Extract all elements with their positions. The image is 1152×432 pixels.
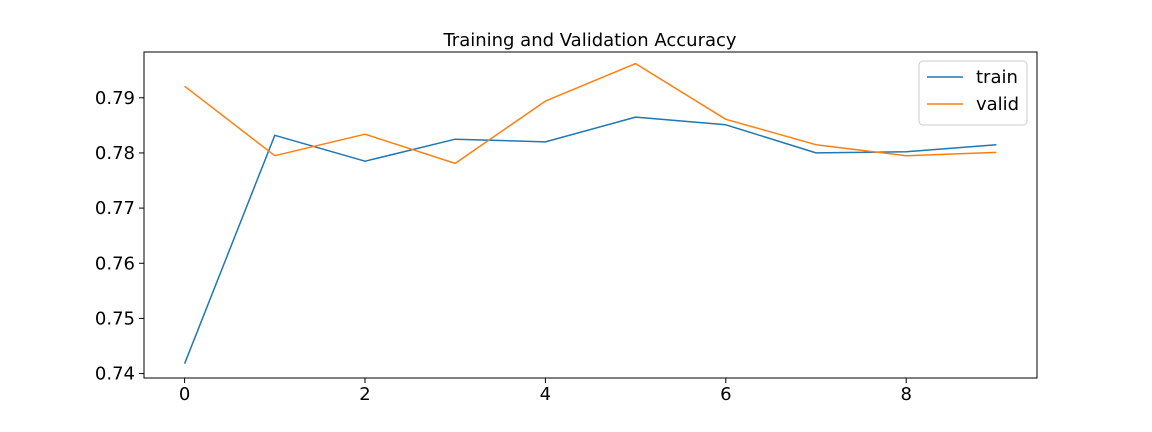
plot-frame bbox=[143, 51, 1038, 379]
legend-label-train: train bbox=[976, 67, 1018, 88]
y-tick-label: 0.78 bbox=[95, 143, 135, 164]
series-line-valid bbox=[184, 62, 997, 165]
y-tick-label: 0.77 bbox=[95, 198, 135, 219]
y-tick-label: 0.76 bbox=[95, 253, 135, 274]
x-tick-label: 8 bbox=[900, 384, 911, 405]
y-tick-label: 0.75 bbox=[95, 308, 135, 329]
y-tick-label: 0.74 bbox=[95, 364, 135, 385]
chart-title: Training and Validation Accuracy bbox=[442, 30, 736, 51]
x-tick-label: 6 bbox=[720, 384, 731, 405]
x-tick-label: 4 bbox=[540, 384, 551, 405]
x-tick-label: 0 bbox=[179, 384, 190, 405]
legend-label-valid: valid bbox=[976, 94, 1019, 115]
x-tick-label: 2 bbox=[359, 384, 370, 405]
series-line-train bbox=[183, 116, 997, 364]
y-tick-label: 0.79 bbox=[95, 88, 135, 109]
plot-area: 0 2 4 6 8 0.74 0.75 0.76 0.77 0.78 0.79 train valid bbox=[95, 51, 1038, 405]
